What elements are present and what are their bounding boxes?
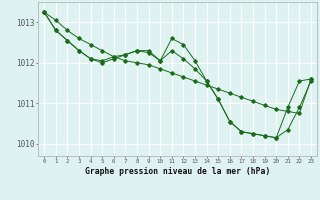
- X-axis label: Graphe pression niveau de la mer (hPa): Graphe pression niveau de la mer (hPa): [85, 167, 270, 176]
